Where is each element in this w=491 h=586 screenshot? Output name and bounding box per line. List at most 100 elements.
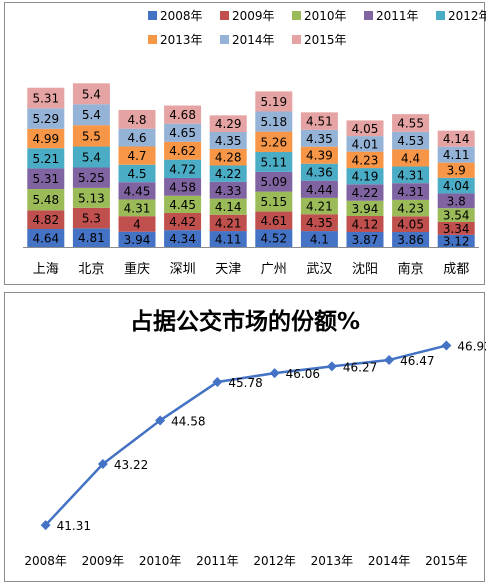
bar-segment	[346, 215, 384, 232]
data-label: 4.55	[397, 116, 424, 130]
bar-segment	[392, 166, 430, 184]
bar-segment	[346, 231, 384, 247]
data-label: 4.53	[397, 134, 424, 148]
data-label: 5.48	[32, 193, 59, 207]
bar-segment	[27, 128, 65, 149]
bar-segment	[72, 167, 110, 188]
data-label: 4.44	[306, 183, 333, 197]
data-label: 46.92	[457, 340, 486, 354]
bar-segment	[118, 146, 156, 165]
bar-segment	[209, 115, 247, 132]
data-label: 45.78	[228, 376, 262, 390]
bar-segment	[164, 177, 202, 196]
bar-segment	[392, 232, 430, 247]
data-label: 4.14	[215, 200, 242, 214]
data-label: 4.81	[78, 231, 105, 245]
data-point-marker	[326, 361, 337, 372]
data-label: 4.8	[127, 113, 146, 127]
data-point-marker	[97, 458, 108, 469]
data-label: 4.22	[215, 167, 242, 181]
data-label: 3.87	[352, 233, 379, 247]
bar-segment	[209, 214, 247, 232]
legend-item: 2008年	[148, 9, 203, 23]
bar-segment	[255, 191, 293, 212]
bar-segment	[72, 83, 110, 105]
bar-segment	[164, 230, 202, 247]
category-label: 成都	[443, 262, 469, 277]
data-label: 5.13	[78, 191, 105, 205]
data-label: 4.45	[169, 198, 196, 212]
data-label: 5.21	[32, 152, 59, 166]
bar-segment	[164, 123, 202, 142]
data-label: 4.82	[32, 213, 59, 227]
legend-label: 2014年	[232, 33, 275, 47]
data-label: 4.6	[127, 131, 146, 145]
legend-label: 2008年	[160, 9, 203, 23]
bar-segment	[72, 207, 110, 229]
data-label: 4.72	[169, 162, 196, 176]
x-tick-label: 2014年	[368, 554, 411, 568]
data-label: 4.05	[352, 122, 379, 136]
data-label: 44.58	[171, 414, 205, 428]
bar-segment	[300, 129, 338, 147]
legend-swatch	[148, 11, 157, 20]
data-label: 4.39	[306, 149, 333, 163]
bar-segment	[392, 216, 430, 233]
category-label: 天津	[215, 262, 241, 277]
data-label: 46.06	[286, 367, 320, 381]
data-label: 3.86	[397, 233, 424, 247]
data-label: 4.64	[32, 231, 59, 245]
legend-label: 2009年	[232, 9, 275, 23]
bar-segment	[118, 110, 156, 129]
bar-segment	[255, 91, 293, 112]
data-label: 4.31	[397, 168, 424, 182]
bar-segment	[164, 159, 202, 178]
legend-item: 2011年	[364, 9, 419, 23]
data-label: 5.18	[260, 115, 287, 129]
bar-segment	[300, 197, 338, 215]
legend-swatch	[436, 11, 445, 20]
stacked-bar-chart-panel: 2008年 2009年 2010年 2011年 2012年 2013年 2014年 2015年…	[4, 2, 486, 285]
bar-segment	[300, 163, 338, 181]
data-label: 4.1	[310, 233, 329, 247]
bar-segment	[392, 149, 430, 167]
line-chart-panel: 占据公交市场的份额% 41.31 43.22 44.58 45.78 46.06 46.2…	[4, 292, 486, 582]
bar-segment	[27, 168, 65, 190]
data-label: 5.31	[32, 172, 59, 186]
data-label: 3.9	[447, 164, 466, 178]
legend-item: 2009年	[220, 9, 275, 23]
data-label: 4.31	[397, 185, 424, 199]
data-label: 4.28	[215, 151, 242, 165]
bar-segment	[346, 200, 384, 216]
data-label: 4.65	[169, 126, 196, 140]
data-label: 4.34	[169, 232, 196, 246]
bar-segment	[118, 182, 156, 200]
data-label: 41.31	[57, 519, 91, 533]
bar-segment	[300, 214, 338, 232]
category-label: 上海	[33, 262, 59, 277]
legend-item: 2012年	[436, 9, 486, 23]
legend-label: 2015年	[304, 33, 347, 47]
bar-segment	[437, 146, 475, 163]
data-label: 4.35	[306, 132, 333, 146]
data-label: 5.5	[82, 129, 101, 143]
x-tick-label: 2008年	[24, 554, 67, 568]
legend-item: 2014年	[220, 33, 275, 47]
bar-segment	[437, 193, 475, 209]
data-label: 4.23	[352, 153, 379, 167]
legend-label: 2012年	[448, 9, 486, 23]
data-label: 4.14	[443, 132, 470, 146]
data-label: 4.4	[401, 151, 420, 165]
data-point-marker	[269, 368, 280, 379]
data-label: 3.34	[443, 222, 470, 236]
data-label: 4.05	[397, 218, 424, 232]
data-label: 5.11	[260, 155, 287, 169]
bar-segment	[118, 199, 156, 217]
data-label: 4.36	[306, 166, 333, 180]
bar-segment	[72, 146, 110, 168]
legend-item: 2015年	[292, 33, 347, 47]
data-label: 4.35	[306, 216, 333, 230]
bar-segment	[118, 216, 156, 232]
bar-segment	[27, 148, 65, 169]
bar-segment	[209, 148, 247, 166]
